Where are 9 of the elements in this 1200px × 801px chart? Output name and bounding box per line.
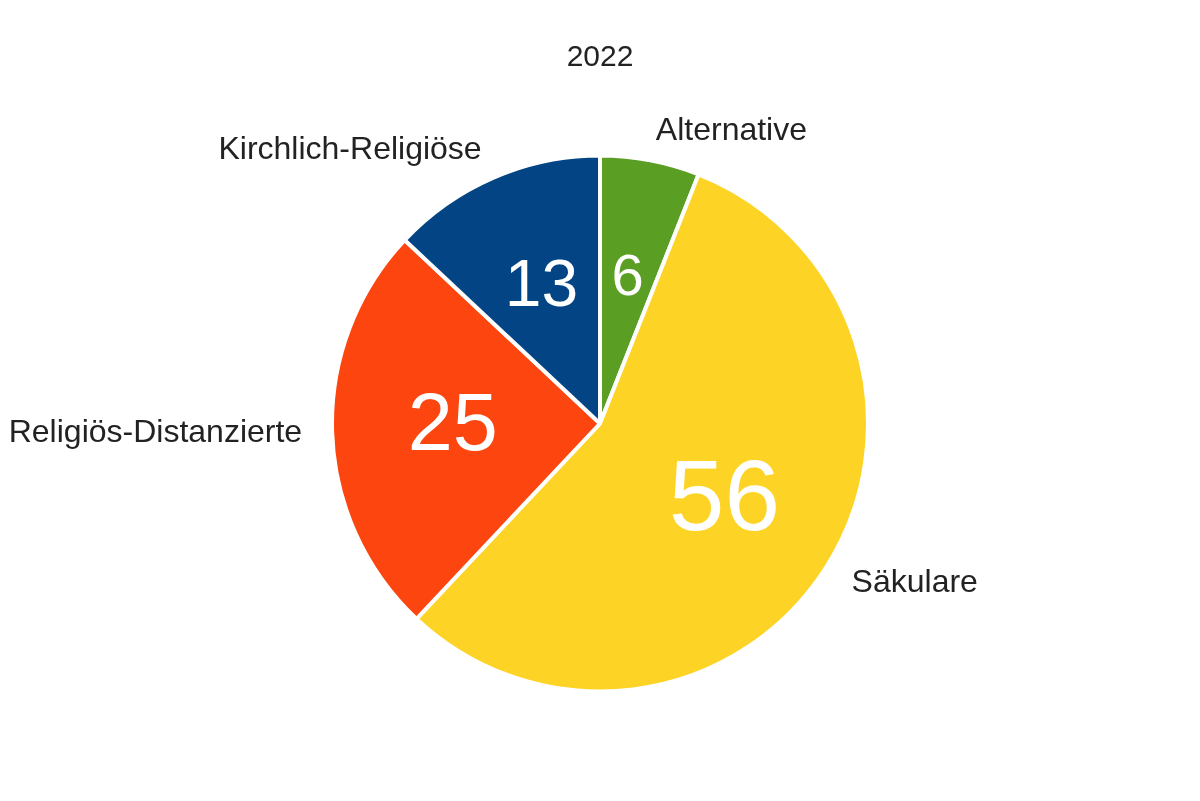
slice-label: Säkulare xyxy=(851,563,978,599)
chart-title: 2022 xyxy=(566,39,634,73)
data-label: 6 xyxy=(611,241,644,307)
data-label: 56 xyxy=(668,439,781,552)
data-label: 13 xyxy=(504,246,579,321)
slice-label: Kirchlich-Religiöse xyxy=(218,129,482,166)
data-label: 25 xyxy=(407,377,498,468)
slice-label: Alternative xyxy=(655,110,808,147)
slice-label: Religiös-Distanzierte xyxy=(8,412,303,449)
